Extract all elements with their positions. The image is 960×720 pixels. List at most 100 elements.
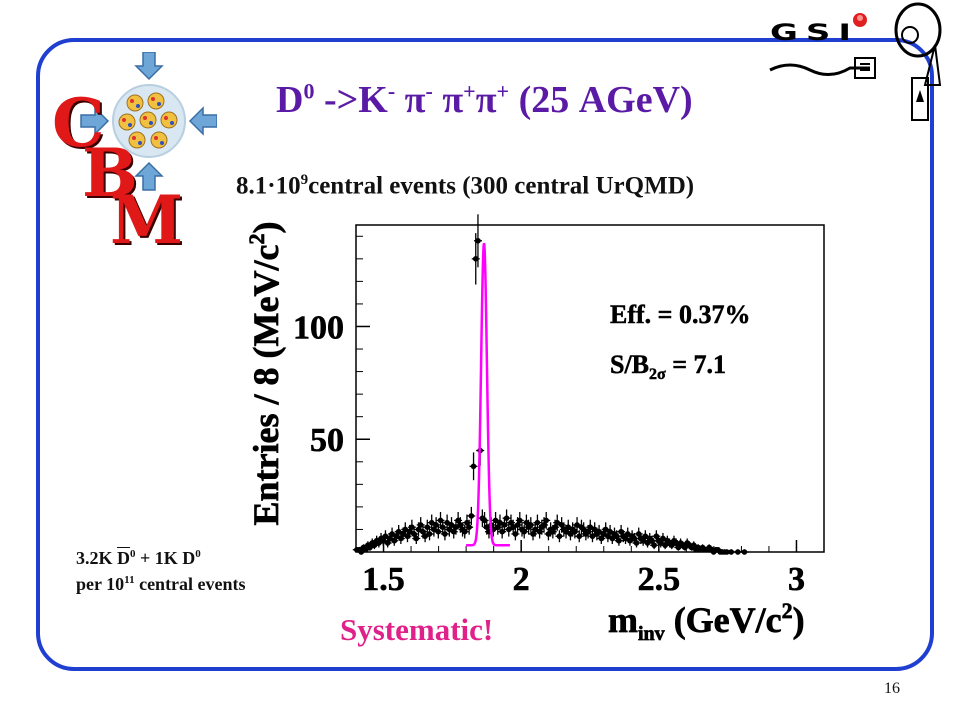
sb-label-sub: 2σ [649, 366, 666, 383]
data-point [517, 517, 523, 524]
x-axis-label-sup: 2 [782, 598, 793, 623]
subtitle-part-a: 8.1·10 [236, 172, 301, 200]
note-sup-1: 0 [130, 548, 136, 560]
data-point [433, 522, 439, 528]
data-point [431, 526, 437, 533]
title-sup-3: + [463, 78, 476, 104]
data-point [481, 517, 488, 524]
data-point [510, 524, 516, 530]
title-tail: (25 AGeV) [509, 79, 693, 121]
data-point [607, 528, 613, 535]
data-point [382, 533, 389, 540]
title-pi-2: π [432, 79, 464, 121]
data-point [690, 542, 697, 549]
data-point [442, 531, 448, 537]
data-point [398, 535, 404, 542]
systematic-label: Systematic! [340, 612, 494, 647]
x-tick-label: 2 [513, 561, 530, 598]
data-point [475, 237, 481, 244]
x-tick-label: 1.5 [362, 561, 405, 598]
data-point [567, 531, 574, 537]
data-point [563, 528, 569, 535]
data-point [413, 535, 420, 542]
note-text-a: 3.2K [76, 548, 118, 568]
data-point [644, 540, 651, 546]
data-point [624, 531, 631, 537]
data-point [371, 542, 378, 549]
slide-subtitle: 8.1·109central events (300 central UrQMD… [236, 172, 694, 200]
data-point [591, 526, 598, 533]
title-sup-1: - [387, 78, 396, 104]
data-point [472, 256, 479, 262]
data-point [446, 526, 453, 533]
title-pi-3: π [475, 79, 497, 121]
data-point [453, 524, 459, 530]
title-sup-4: + [496, 78, 510, 104]
data-point [602, 526, 609, 533]
title-d: D [276, 79, 304, 121]
data-point [741, 549, 748, 555]
efficiency-label: Eff. = 0.37% [610, 300, 750, 329]
data-point [631, 535, 638, 542]
data-point [411, 531, 417, 537]
data-point [424, 524, 431, 530]
gsi-emblem-icon [769, 2, 942, 121]
data-point [642, 533, 649, 540]
data-point [532, 526, 539, 533]
data-point [541, 522, 547, 528]
data-point [622, 535, 629, 542]
data-point [501, 522, 508, 528]
data-point [376, 540, 382, 546]
data-point [409, 524, 415, 530]
data-point [574, 522, 580, 528]
data-point [660, 535, 666, 542]
yield-note-line-2: per 1011 central events [76, 569, 246, 595]
data-point [536, 528, 543, 535]
data-point [530, 531, 536, 537]
data-point [384, 540, 391, 546]
data-point [633, 540, 640, 546]
cbm-letter-b: B [82, 134, 138, 212]
cbm-logo: C B M [52, 52, 217, 253]
x-axis-label: minv (GeV/c2) [608, 598, 805, 645]
data-point [466, 524, 472, 530]
data-point [635, 531, 642, 537]
data-point [552, 524, 558, 530]
data-point [395, 528, 402, 535]
data-point [367, 544, 373, 551]
data-point [554, 519, 561, 526]
sb-label-main: S/B [610, 350, 649, 379]
data-point [613, 533, 620, 540]
data-point [380, 537, 387, 544]
note-sup-2: 0 [195, 548, 201, 560]
y-axis-label-close: ) [246, 222, 286, 234]
data-point [649, 537, 655, 544]
data-point [724, 549, 730, 555]
note-sup-3: 11 [124, 574, 135, 586]
data-point [389, 531, 395, 537]
gsi-logo: GSI [760, 0, 960, 125]
plot-frame [355, 224, 825, 553]
data-point [402, 526, 409, 533]
data-point [627, 537, 633, 544]
data-point [435, 528, 442, 535]
data-point [406, 528, 413, 535]
data-point [505, 526, 512, 533]
data-point [572, 528, 578, 535]
data-point [728, 549, 735, 555]
data-point [609, 535, 616, 542]
data-point [545, 531, 552, 537]
subtitle-part-b: central events (300 central UrQMD) [308, 172, 695, 200]
data-point [464, 519, 470, 526]
data-point [457, 522, 464, 528]
title-sup-0: 0 [303, 78, 315, 104]
data-point [735, 549, 741, 555]
data-point [653, 533, 660, 540]
data-point [605, 533, 611, 540]
data-point [514, 522, 521, 528]
cbm-letter-c: C [52, 84, 105, 162]
note-dbar: D [117, 548, 131, 568]
x-axis-label-unit: (GeV/c [665, 600, 782, 640]
data-point [657, 540, 664, 546]
